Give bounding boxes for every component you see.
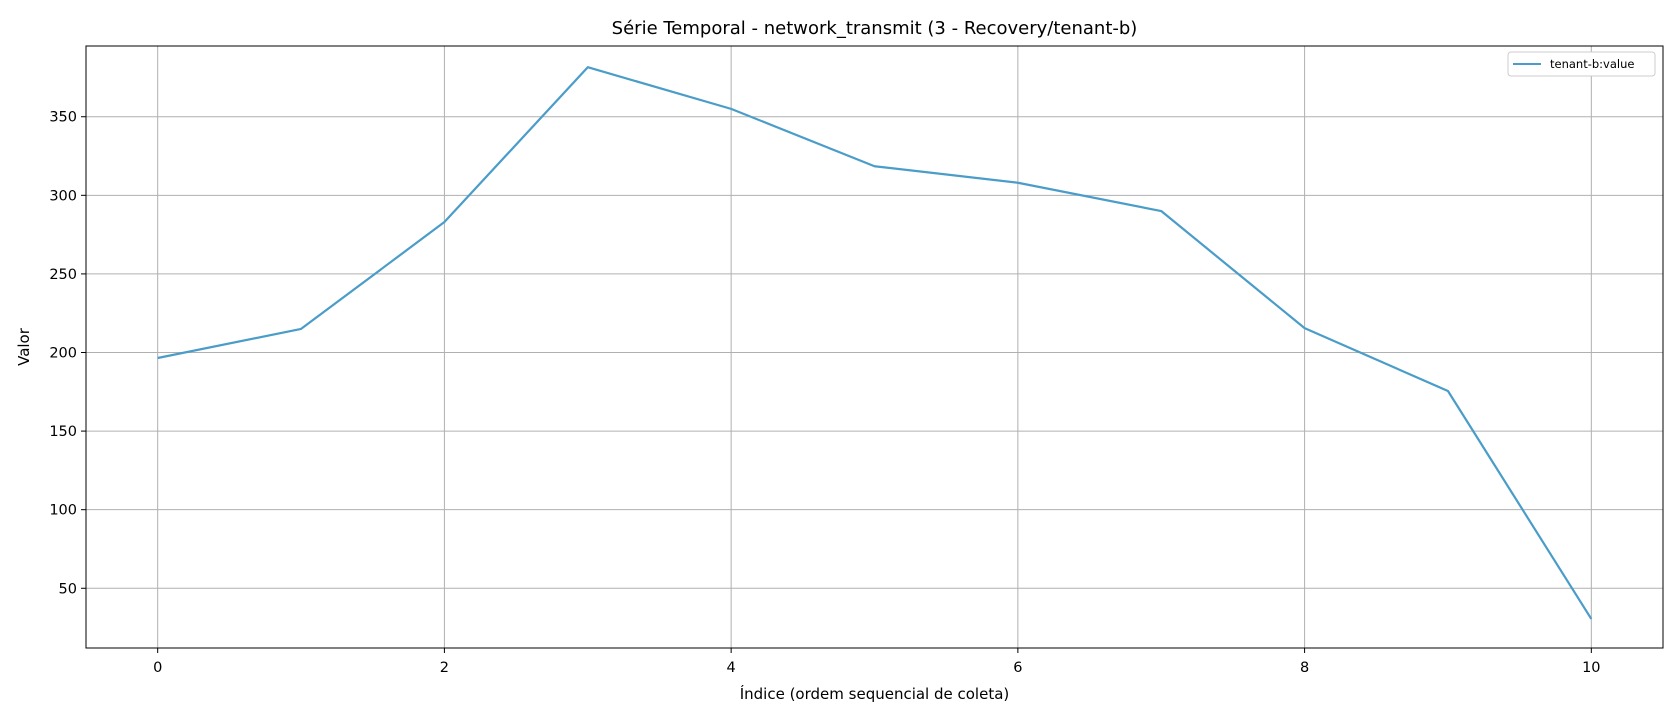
y-tick-label: 150 [49,424,77,440]
y-tick-label: 350 [49,110,77,126]
x-axis-ticks: 0 2 4 6 8 10 [153,648,1601,676]
legend-box [1507,51,1656,77]
plot-area-frame [85,45,1664,649]
grid [86,46,1663,648]
y-axis-ticks: 50 100 150 200 250 300 350 [49,110,86,597]
y-tick-label: 100 [49,503,77,519]
series-layer [157,66,1593,620]
chart-title: Série Temporal - network_transmit (3 - R… [612,18,1138,39]
y-tick-label: 300 [49,188,77,204]
y-tick-label: 250 [49,267,77,283]
y-axis-title: Valor [15,327,33,366]
x-axis-title: Índice (ordem sequencial de coleta) [740,684,1010,703]
x-tick-label: 2 [440,660,449,676]
legend: tenant-b:value [1507,51,1656,77]
series-line [157,66,1593,620]
x-tick-label: 4 [727,660,736,676]
x-tick-label: 6 [1013,660,1022,676]
x-tick-label: 0 [153,660,162,676]
y-tick-label: 200 [49,346,77,362]
legend-entry-label: tenant-b:value [1550,57,1634,71]
x-tick-label: 8 [1300,660,1309,676]
x-tick-label: 10 [1582,660,1600,676]
y-tick-label: 50 [59,581,77,597]
